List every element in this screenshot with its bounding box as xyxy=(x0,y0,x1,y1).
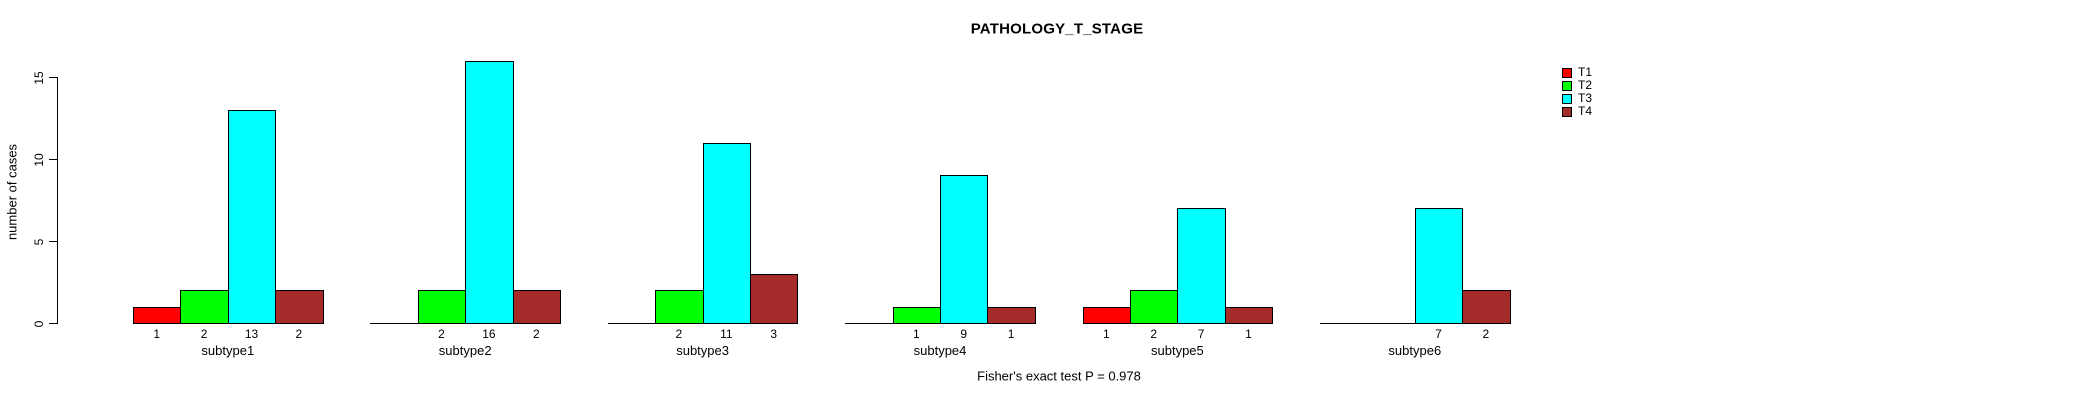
bar-subtype2-T4 xyxy=(512,290,561,324)
zero-bar-subtype2-T1 xyxy=(370,323,419,324)
y-axis-tick xyxy=(49,77,57,78)
legend-item-T3: T3 xyxy=(1562,92,1592,105)
legend-item-T1: T1 xyxy=(1562,66,1592,79)
legend: T1 T2 T3 T4 xyxy=(1562,66,1592,118)
bar-subtype3-T2 xyxy=(655,290,704,324)
bar-subtype1-T3 xyxy=(227,109,277,324)
y-axis-tick xyxy=(49,159,57,160)
bar-subtype3-T3 xyxy=(702,142,751,324)
bar-subtype2-T3 xyxy=(465,60,514,324)
zero-bar-subtype6-T2 xyxy=(1367,323,1416,324)
category-label-subtype2: subtype2 xyxy=(438,343,492,358)
legend-label-T3: T3 xyxy=(1578,91,1593,105)
legend-swatch-T1 xyxy=(1562,67,1572,78)
bar-value-label: 7 xyxy=(1197,327,1205,341)
bar-value-label: 3 xyxy=(770,327,778,341)
category-label-subtype4: subtype4 xyxy=(913,343,967,358)
bar-subtype1-T2 xyxy=(180,290,229,324)
bar-value-label: 1 xyxy=(153,327,161,341)
bar-subtype5-T2 xyxy=(1130,290,1179,324)
legend-item-T4: T4 xyxy=(1562,105,1592,118)
category-label-subtype3: subtype3 xyxy=(676,343,729,358)
bar-subtype6-T3 xyxy=(1414,208,1464,324)
bar-value-label: 1 xyxy=(1245,327,1252,341)
bar-value-label: 1 xyxy=(1102,327,1110,341)
bar-subtype5-T3 xyxy=(1177,208,1226,324)
bar-subtype5-T1 xyxy=(1082,306,1131,324)
bar-value-label: 7 xyxy=(1435,327,1442,341)
bar-value-label: 2 xyxy=(200,327,208,341)
bar-value-label: 2 xyxy=(438,327,445,341)
bar-value-label: 2 xyxy=(675,327,683,341)
y-axis-tick xyxy=(49,241,57,242)
y-axis-tick-label: 10 xyxy=(32,152,46,167)
bar-subtype4-T3 xyxy=(940,175,989,324)
category-label-subtype5: subtype5 xyxy=(1151,343,1204,358)
y-axis-tick xyxy=(49,323,57,324)
legend-label-T2: T2 xyxy=(1578,78,1593,92)
bar-value-label: 16 xyxy=(482,327,496,341)
legend-swatch-T4 xyxy=(1562,106,1572,117)
bar-subtype4-T4 xyxy=(987,306,1036,324)
bar-value-label: 2 xyxy=(532,327,540,341)
category-label-subtype1: subtype1 xyxy=(201,343,255,358)
bar-value-label: 11 xyxy=(720,327,733,341)
legend-item-T2: T2 xyxy=(1562,79,1592,92)
zero-bar-subtype6-T1 xyxy=(1320,323,1369,324)
legend-label-T4: T4 xyxy=(1578,104,1593,118)
y-axis-label: number of cases xyxy=(4,143,20,241)
bar-value-label: 1 xyxy=(1007,327,1015,341)
bar-subtype6-T4 xyxy=(1462,290,1511,324)
bar-value-label: 2 xyxy=(1482,327,1490,341)
chart-title: PATHOLOGY_T_STAGE xyxy=(970,20,1144,38)
bar-value-label: 13 xyxy=(244,327,259,341)
y-axis-line xyxy=(57,77,58,324)
bar-subtype4-T2 xyxy=(892,306,941,324)
bar-subtype1-T4 xyxy=(275,290,324,324)
bar-value-label: 1 xyxy=(912,327,920,341)
legend-label-T1: T1 xyxy=(1578,65,1593,79)
bar-subtype5-T4 xyxy=(1224,306,1274,324)
y-axis-tick-label: 5 xyxy=(32,238,46,245)
legend-swatch-T2 xyxy=(1562,80,1572,91)
y-axis-tick-label: 15 xyxy=(32,70,46,85)
bar-subtype3-T4 xyxy=(750,273,799,324)
bar-value-label: 2 xyxy=(1150,327,1158,341)
zero-bar-subtype4-T1 xyxy=(845,323,894,324)
y-axis-tick-label: 0 xyxy=(32,320,46,327)
bar-value-label: 2 xyxy=(295,327,303,341)
zero-bar-subtype3-T1 xyxy=(607,323,657,324)
bar-subtype1-T1 xyxy=(133,306,182,324)
category-label-subtype6: subtype6 xyxy=(1388,343,1442,358)
legend-swatch-T3 xyxy=(1562,93,1572,104)
footer-note: Fisher's exact test P = 0.978 xyxy=(977,368,1141,384)
bar-subtype2-T2 xyxy=(417,290,467,324)
bar-value-label: 9 xyxy=(960,327,968,341)
